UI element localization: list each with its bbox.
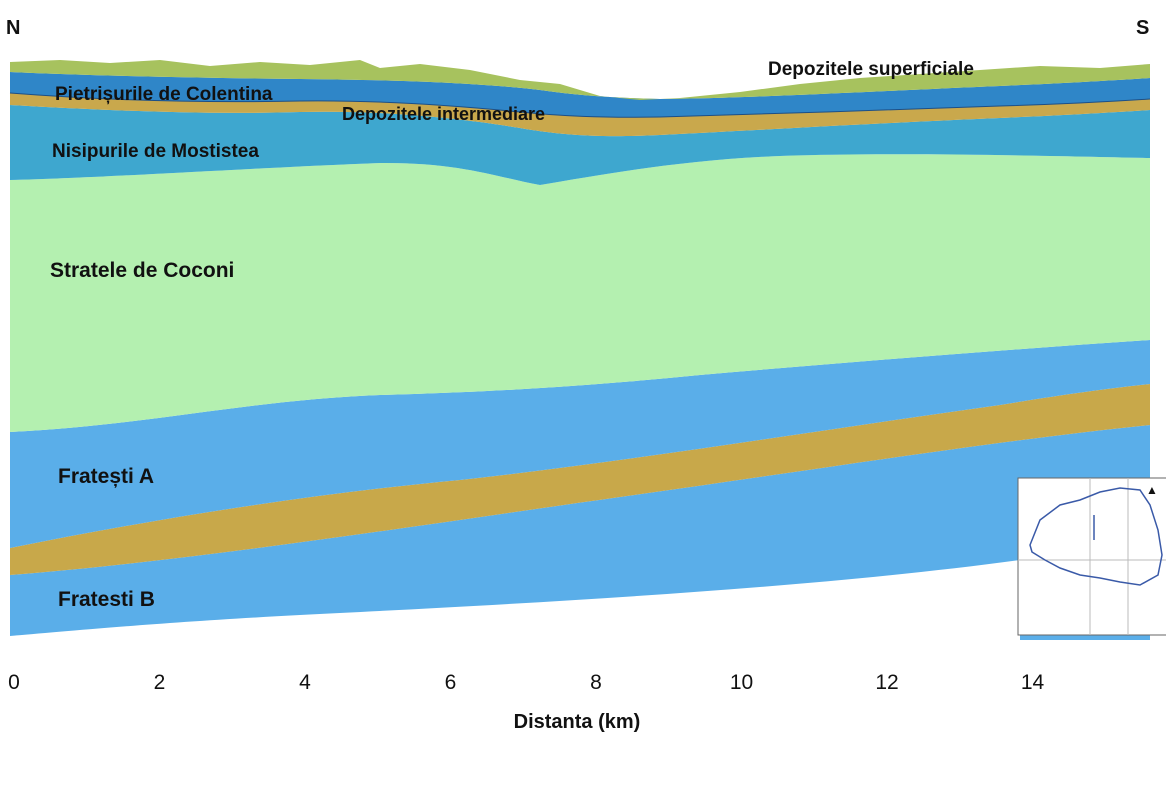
x-tick-label: 4 xyxy=(299,671,311,694)
x-tick-label: 2 xyxy=(154,671,166,694)
layer-depozitele-superficiale xyxy=(10,60,1150,100)
layer-clay-band xyxy=(10,384,1150,575)
x-tick-label: 14 xyxy=(1021,671,1045,694)
label-depozitele-superficiale: Depozitele superficiale xyxy=(768,59,974,80)
layer-fratesti-a xyxy=(10,340,1150,548)
label-fratesti-a: Fratești A xyxy=(58,465,154,488)
inset-map-frame xyxy=(1017,477,1166,636)
x-tick-label: 10 xyxy=(730,671,753,694)
x-tick-label: 12 xyxy=(875,671,898,694)
layer-fratesti-b xyxy=(10,425,1150,640)
layer-boundary-line xyxy=(9,92,1151,118)
x-axis-title: Distanta (km) xyxy=(514,711,641,733)
label-pietrisurile-colentina: Pietrișurile de Colentina xyxy=(55,84,273,105)
inset-map-country-outline xyxy=(1029,487,1163,586)
direction-north: N xyxy=(6,17,20,39)
label-nisipurile-mostistea: Nisipurile de Mostistea xyxy=(52,141,259,162)
layer-pietrisurile-colentina xyxy=(10,72,1150,118)
label-fratesti-b: Fratesti B xyxy=(58,588,155,611)
layer-depozitele-intermediare xyxy=(10,93,1150,137)
x-tick-label: 8 xyxy=(590,671,602,694)
x-tick-label: 6 xyxy=(445,671,457,694)
x-tick-label: 0 xyxy=(8,671,20,694)
layer-stratele-coconi xyxy=(10,154,1150,432)
x-axis-ticks: 0 2 4 6 8 10 12 14 16 xyxy=(8,671,1045,694)
label-stratele-coconi: Stratele de Coconi xyxy=(50,259,234,282)
inset-map-marker: ▲ xyxy=(1146,483,1158,497)
label-depozitele-intermediare: Depozitele intermediare xyxy=(342,104,545,124)
direction-south: S xyxy=(1136,17,1149,39)
layer-nisipurile-mostistea xyxy=(10,105,1150,185)
